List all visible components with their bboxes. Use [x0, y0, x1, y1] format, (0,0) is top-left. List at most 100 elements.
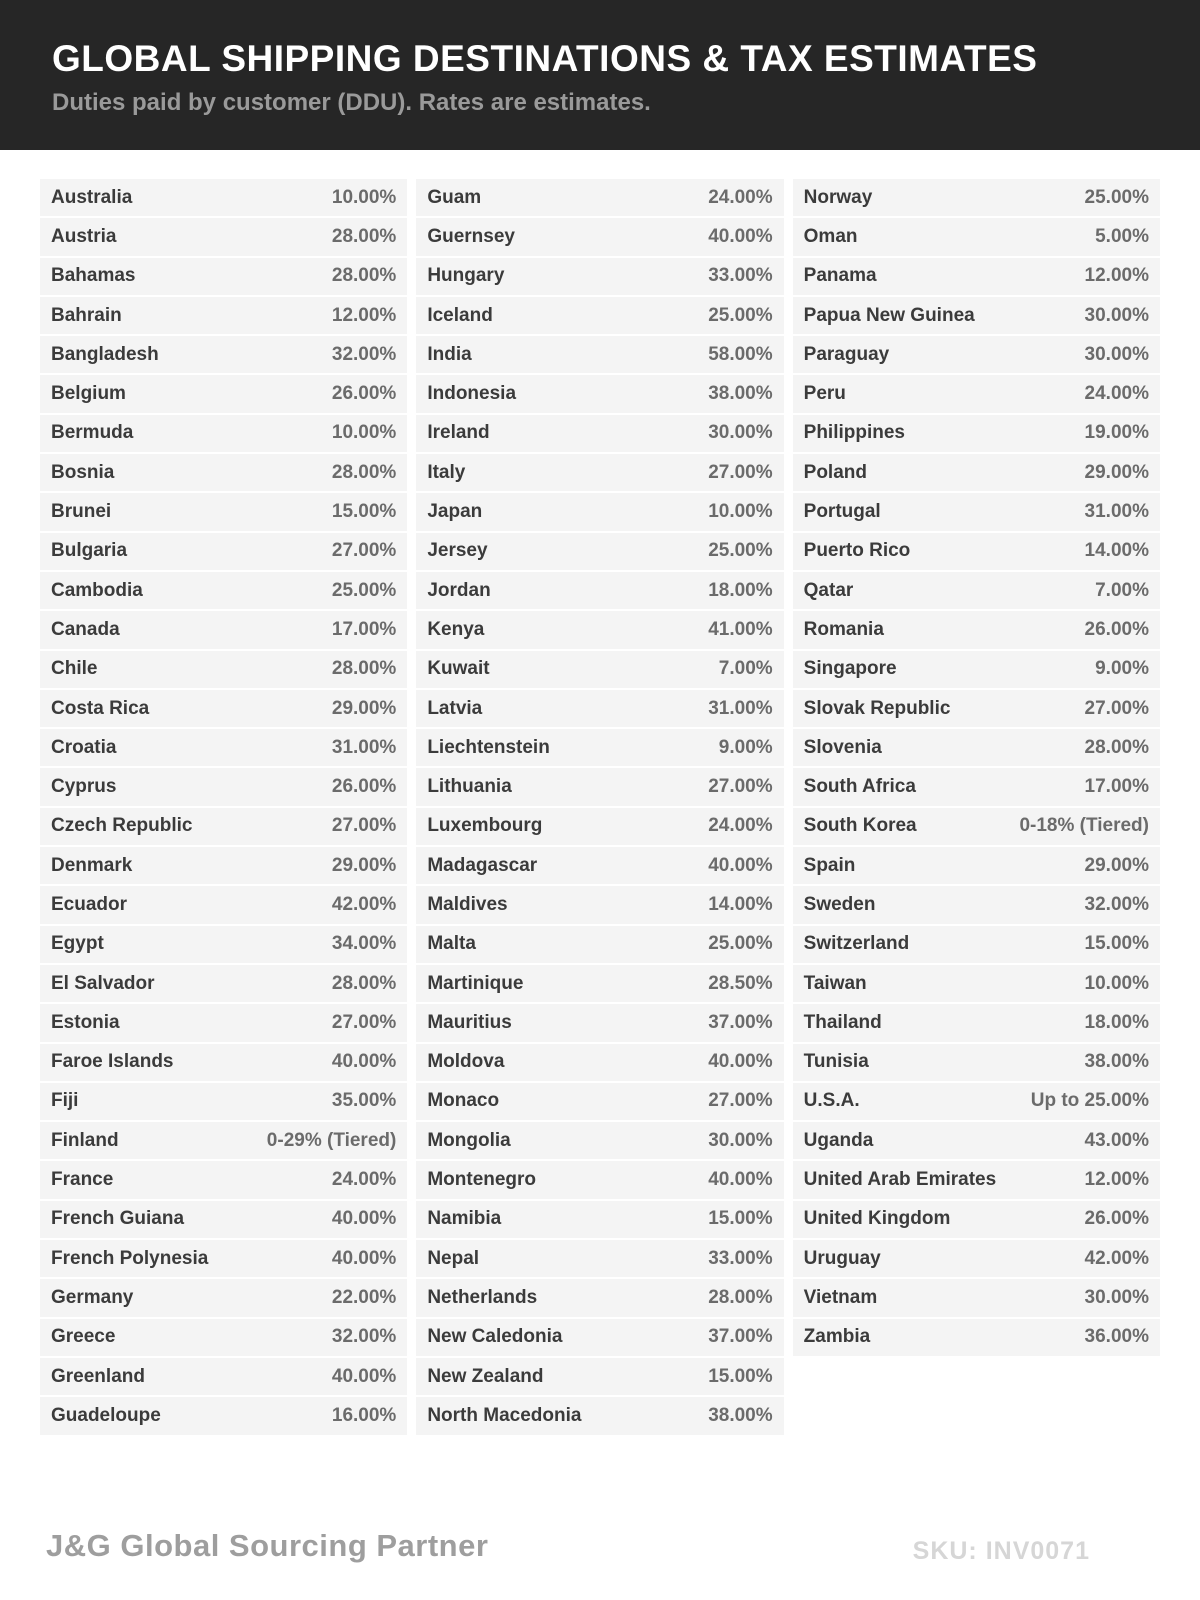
table-row: France 24.00%: [40, 1161, 408, 1199]
tax-rate: 9.00%: [1095, 658, 1149, 680]
tax-rate: 15.00%: [1084, 933, 1149, 955]
country-name: South Korea: [803, 815, 917, 837]
table-row: Romania 26.00%: [792, 611, 1160, 649]
tax-rate: 31.00%: [1084, 501, 1149, 523]
country-name: Nepal: [427, 1247, 480, 1269]
tax-rate: 27.00%: [1084, 697, 1149, 719]
table-row: Vietnam 30.00%: [792, 1279, 1160, 1317]
tax-rate: 28.00%: [1084, 736, 1149, 758]
tax-rate: 37.00%: [708, 1011, 773, 1033]
table-row: Iceland 25.00%: [416, 296, 784, 335]
tax-rate: 26.00%: [331, 776, 397, 798]
country-name: Sweden: [803, 893, 876, 915]
table-row: New Zealand 15.00%: [416, 1357, 784, 1396]
country-name: Poland: [803, 461, 867, 483]
country-name: Portugal: [803, 501, 881, 523]
table-row: Greenland 40.00%: [40, 1357, 408, 1396]
tax-rate: 24.00%: [1084, 383, 1149, 405]
country-name: Italy: [427, 461, 466, 483]
tax-rate: 43.00%: [1084, 1129, 1149, 1151]
table-row: Belgium 26.00%: [40, 375, 408, 413]
tax-rate: 26.00%: [331, 383, 397, 405]
table-row: Martinique 28.50%: [416, 964, 784, 1003]
tax-rate: 32.00%: [331, 1326, 397, 1348]
country-name: Finland: [51, 1129, 119, 1151]
tax-rate: 28.00%: [708, 1286, 773, 1308]
rates-grid: Australia 10.00% Austria 28.00% Bahamas 28.00…: [0, 179, 1200, 1435]
tax-rate: 40.00%: [331, 1365, 397, 1387]
country-name: Guernsey: [427, 225, 515, 247]
table-row: Fiji 35.00%: [40, 1082, 408, 1121]
country-name: Mauritius: [427, 1011, 512, 1033]
tax-rate: Up to 25.00%: [1030, 1090, 1149, 1112]
header-banner: GLOBAL SHIPPING DESTINATIONS & TAX ESTIM…: [0, 0, 1200, 150]
table-row: Hungary 33.00%: [416, 257, 784, 295]
tax-rate: 40.00%: [708, 1169, 773, 1191]
tax-rate: 40.00%: [331, 1208, 397, 1230]
tax-rate: 29.00%: [1084, 854, 1149, 876]
country-name: Germany: [51, 1286, 134, 1308]
table-row: India 58.00%: [416, 336, 784, 374]
tax-rate: 10.00%: [331, 422, 397, 444]
table-row: Estonia 27.00%: [40, 1004, 408, 1042]
country-name: Madagascar: [427, 854, 538, 876]
tax-rate: 27.00%: [708, 1090, 773, 1112]
table-row: Netherlands 28.00%: [416, 1279, 784, 1317]
tax-rate: 30.00%: [708, 1129, 773, 1151]
table-row: Chile 28.00%: [40, 650, 408, 688]
table-row: Singapore 9.00%: [792, 650, 1160, 688]
table-row: Guernsey 40.00%: [416, 218, 784, 256]
country-name: Japan: [427, 501, 483, 523]
table-row: Jersey 25.00%: [416, 532, 784, 570]
tax-rate: 25.00%: [331, 579, 397, 601]
country-name: Brunei: [51, 501, 112, 523]
page-subtitle: Duties paid by customer (DDU). Rates are…: [52, 88, 651, 116]
rates-column: Australia 10.00% Austria 28.00% Bahamas 28.00…: [40, 179, 408, 1435]
country-name: Qatar: [803, 579, 854, 601]
tax-rate: 14.00%: [1084, 540, 1149, 562]
table-row: Guam 24.00%: [416, 179, 784, 217]
tax-rate: 28.00%: [331, 225, 397, 247]
country-name: Guam: [427, 186, 482, 208]
country-name: French Guiana: [51, 1208, 185, 1230]
rates-column: Guam 24.00% Guernsey 40.00% Hungary 33.00% Ice…: [416, 179, 784, 1435]
tax-rate: 15.00%: [331, 501, 397, 523]
country-name: Lithuania: [427, 776, 512, 798]
tax-rate: 19.00%: [1084, 422, 1149, 444]
tax-rate: 15.00%: [708, 1365, 773, 1387]
table-row: Spain 29.00%: [792, 847, 1160, 885]
table-row: Taiwan 10.00%: [792, 964, 1160, 1003]
tax-rate: 36.00%: [1084, 1326, 1149, 1348]
country-name: Bangladesh: [51, 343, 159, 365]
country-name: Bosnia: [51, 461, 115, 483]
table-row: Ecuador 42.00%: [40, 886, 408, 924]
country-name: Vietnam: [803, 1286, 878, 1308]
country-name: United Arab Emirates: [803, 1169, 997, 1191]
tax-rate: 33.00%: [708, 265, 773, 287]
country-name: Cambodia: [51, 579, 143, 601]
country-name: New Zealand: [427, 1365, 544, 1387]
tax-rate: 40.00%: [331, 1247, 397, 1269]
country-name: France: [51, 1169, 114, 1191]
table-row: Madagascar 40.00%: [416, 847, 784, 885]
table-row: Slovenia 28.00%: [792, 729, 1160, 767]
country-name: Monaco: [427, 1090, 500, 1112]
country-name: Ireland: [427, 422, 490, 444]
tax-rate: 34.00%: [331, 933, 397, 955]
tax-rate: 0-29% (Tiered): [266, 1129, 397, 1151]
table-row: Bahrain 12.00%: [40, 296, 408, 335]
country-name: Hungary: [427, 265, 505, 287]
table-row: U.S.A. Up to 25.00%: [792, 1082, 1160, 1121]
tax-rate: 28.00%: [331, 265, 397, 287]
table-row: Portugal 31.00%: [792, 493, 1160, 531]
tax-rate: 30.00%: [708, 422, 773, 444]
table-row: French Polynesia 40.00%: [40, 1240, 408, 1278]
table-row: Uganda 43.00%: [792, 1122, 1160, 1160]
country-name: Thailand: [803, 1011, 882, 1033]
country-name: Greece: [51, 1326, 116, 1348]
tax-rate: 22.00%: [331, 1286, 397, 1308]
country-name: Zambia: [803, 1326, 871, 1348]
country-name: Uganda: [803, 1129, 874, 1151]
table-row: New Caledonia 37.00%: [416, 1318, 784, 1356]
table-row: El Salvador 28.00%: [40, 964, 408, 1003]
